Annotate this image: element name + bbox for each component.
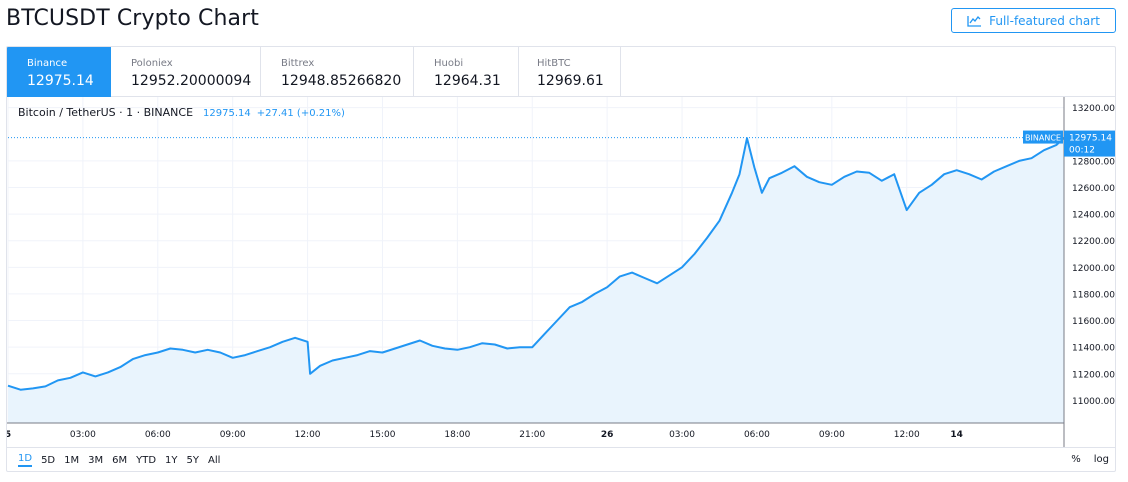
exchange-tab-hitbtc[interactable]: HitBTC 12969.61 — [519, 47, 621, 97]
price-area — [8, 137, 1064, 423]
chart-line-icon — [967, 15, 982, 27]
x-tick-label: 14 — [950, 430, 963, 440]
exchange-tab-bittrex[interactable]: Bittrex 12948.85266820 — [261, 47, 414, 97]
x-tick-label: 06:00 — [744, 430, 770, 440]
x-tick-label: 03:00 — [70, 430, 96, 440]
exchange-price: 12969.61 — [537, 73, 604, 89]
x-tick-label: 21:00 — [519, 430, 545, 440]
exchange-tabs: Binance 12975.14 Poloniex 12952.20000094… — [7, 47, 1115, 97]
y-tick-label: 11200.00 — [1072, 370, 1115, 380]
y-tick-label: 11800.00 — [1072, 290, 1115, 300]
x-tick-label: 06:00 — [145, 430, 171, 440]
chart-card: Binance 12975.14 Poloniex 12952.20000094… — [6, 46, 1116, 472]
y-tick-label: 11600.00 — [1072, 317, 1115, 327]
percent-scale-toggle[interactable]: % — [1071, 454, 1081, 465]
x-tick-label: 12:00 — [894, 430, 920, 440]
exchange-price: 12952.20000094 — [131, 73, 252, 89]
y-tick-label: 11400.00 — [1072, 344, 1115, 354]
full-featured-chart-label: Full-featured chart — [989, 13, 1100, 28]
page-title: BTCUSDT Crypto Chart — [6, 6, 259, 31]
range-all-button[interactable]: All — [208, 454, 221, 466]
y-tick-label: 13200.00 — [1072, 104, 1115, 114]
x-tick-label: 5 — [7, 430, 11, 440]
x-tick-label: 09:00 — [220, 430, 246, 440]
chart-legend: Bitcoin / TetherUS · 1 · BINANCE 12975.1… — [18, 106, 345, 119]
exchange-tab-huobi[interactable]: Huobi 12964.31 — [414, 47, 519, 97]
last-price-tag — [1064, 130, 1115, 157]
y-tick-label: 12800.00 — [1072, 157, 1115, 167]
x-tick-label: 26 — [601, 430, 614, 440]
full-featured-chart-button[interactable]: Full-featured chart — [951, 8, 1116, 33]
exchange-tag-label: BINANCE — [1025, 134, 1061, 143]
exchange-name: Poloniex — [131, 58, 173, 69]
exchange-tab-poloniex[interactable]: Poloniex 12952.20000094 — [111, 47, 261, 97]
range-1y-button[interactable]: 1Y — [165, 454, 178, 466]
range-5y-button[interactable]: 5Y — [186, 454, 200, 466]
last-price-label: 12975.14 — [1069, 134, 1112, 144]
range-bar: 1D 5D 1M 3M 6M YTD 1Y 5Y All % log — [7, 447, 1115, 471]
price-line — [7, 136, 1065, 391]
y-tick-label: 12000.00 — [1072, 264, 1115, 274]
x-tick-label: 18:00 — [444, 430, 470, 440]
exchange-name: Huobi — [434, 58, 464, 69]
exchange-name: Binance — [27, 58, 68, 69]
range-5d-button[interactable]: 5D — [41, 454, 56, 466]
exchange-name: HitBTC — [537, 58, 571, 69]
exchange-tag — [1023, 130, 1063, 144]
range-3m-button[interactable]: 3M — [88, 454, 104, 466]
exchange-name: Bittrex — [281, 58, 315, 69]
x-tick-label: 15:00 — [369, 430, 395, 440]
exchange-tab-binance[interactable]: Binance 12975.14 — [7, 47, 111, 97]
x-tick-label: 03:00 — [669, 430, 695, 440]
x-tick-label: 09:00 — [819, 430, 845, 440]
legend-price: 12975.14 — [203, 108, 251, 119]
legend-symbol: Bitcoin / TetherUS · 1 · BINANCE — [18, 106, 194, 119]
exchange-price: 12948.85266820 — [281, 73, 402, 89]
log-scale-toggle[interactable]: log — [1093, 454, 1109, 465]
x-tick-label: 12:00 — [295, 430, 321, 440]
y-tick-label: 12200.00 — [1072, 237, 1115, 247]
price-chart[interactable]: 11000.00 11200.00 11400.00 11600.00 11800.00… — [7, 97, 1115, 447]
range-1d-button[interactable]: 1D — [18, 453, 33, 467]
countdown-label: 00:12 — [1069, 146, 1095, 156]
exchange-price: 12975.14 — [27, 73, 94, 89]
y-tick-label: 12600.00 — [1072, 184, 1115, 194]
scale-options: % log — [1071, 454, 1109, 465]
legend-change: +27.41 (+0.21%) — [256, 108, 345, 119]
exchange-tabs-filler — [621, 47, 1115, 97]
range-ytd-button[interactable]: YTD — [136, 454, 157, 466]
range-1m-button[interactable]: 1M — [64, 454, 80, 466]
exchange-price: 12964.31 — [434, 73, 501, 89]
range-6m-button[interactable]: 6M — [112, 454, 128, 466]
y-tick-label: 12400.00 — [1072, 211, 1115, 221]
y-tick-label: 11000.00 — [1072, 397, 1115, 407]
